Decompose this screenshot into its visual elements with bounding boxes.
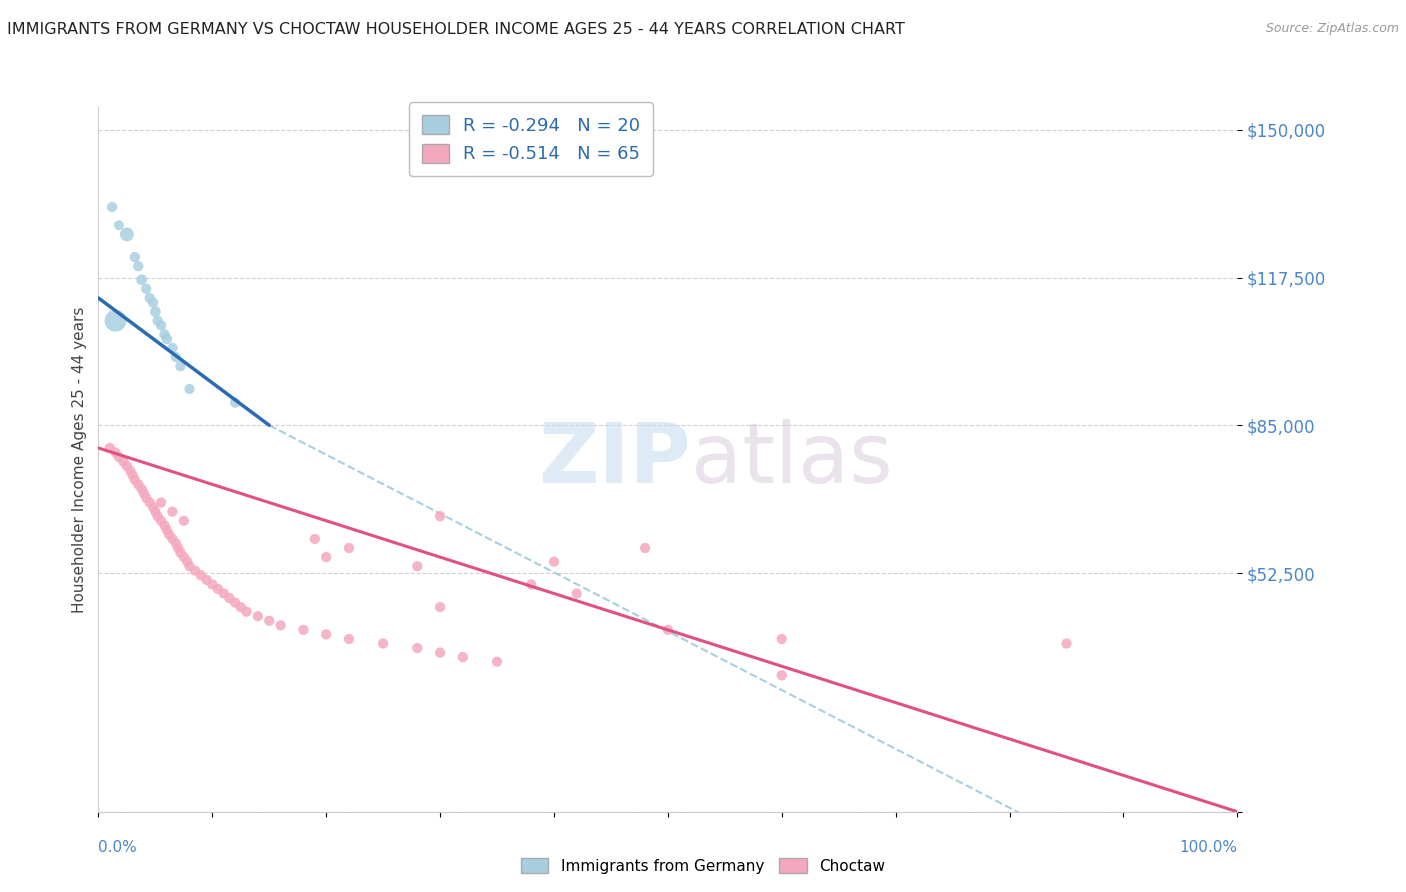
Point xyxy=(173,514,195,528)
Point xyxy=(167,541,190,555)
Text: ZIP: ZIP xyxy=(538,419,690,500)
Point xyxy=(150,318,173,333)
Point xyxy=(406,559,429,574)
Point xyxy=(657,623,679,637)
Point xyxy=(127,477,149,491)
Point xyxy=(486,655,509,669)
Point xyxy=(146,314,169,328)
Point xyxy=(543,555,565,569)
Text: 0.0%: 0.0% xyxy=(98,840,138,855)
Point xyxy=(156,523,179,537)
Legend: R = -0.294   N = 20, R = -0.514   N = 65: R = -0.294 N = 20, R = -0.514 N = 65 xyxy=(409,102,654,176)
Point xyxy=(138,495,160,509)
Point xyxy=(142,295,165,310)
Point xyxy=(112,455,135,469)
Point xyxy=(121,468,143,483)
Point xyxy=(104,445,127,459)
Point xyxy=(127,259,149,273)
Point xyxy=(406,641,429,656)
Point xyxy=(124,250,146,264)
Point xyxy=(132,486,155,500)
Point xyxy=(770,632,793,646)
Point xyxy=(429,646,451,660)
Point xyxy=(145,304,167,318)
Point xyxy=(145,505,167,519)
Point xyxy=(337,541,360,555)
Point xyxy=(162,505,184,519)
Point xyxy=(131,273,153,287)
Point xyxy=(235,605,257,619)
Point xyxy=(176,555,198,569)
Point xyxy=(162,532,184,546)
Point xyxy=(565,586,588,600)
Point xyxy=(115,459,138,474)
Point xyxy=(135,282,157,296)
Text: 100.0%: 100.0% xyxy=(1180,840,1237,855)
Point xyxy=(115,227,138,242)
Point xyxy=(190,568,212,582)
Point xyxy=(142,500,165,515)
Point xyxy=(98,441,121,455)
Point xyxy=(184,564,207,578)
Point xyxy=(153,518,176,533)
Point xyxy=(770,668,793,682)
Point xyxy=(108,219,131,233)
Point xyxy=(179,559,201,574)
Point xyxy=(162,341,184,355)
Point xyxy=(315,627,337,641)
Point xyxy=(150,495,173,509)
Point xyxy=(169,545,191,559)
Point xyxy=(156,332,179,346)
Point xyxy=(165,350,187,364)
Point xyxy=(224,596,246,610)
Point xyxy=(304,532,326,546)
Point xyxy=(292,623,315,637)
Point xyxy=(429,600,451,615)
Point xyxy=(101,200,124,214)
Point xyxy=(179,382,201,396)
Point xyxy=(138,291,160,305)
Text: Source: ZipAtlas.com: Source: ZipAtlas.com xyxy=(1265,22,1399,36)
Point xyxy=(259,614,281,628)
Point xyxy=(246,609,269,624)
Point xyxy=(451,650,474,665)
Text: atlas: atlas xyxy=(690,419,893,500)
Y-axis label: Householder Income Ages 25 - 44 years: Householder Income Ages 25 - 44 years xyxy=(72,306,87,613)
Point xyxy=(224,395,246,409)
Point xyxy=(104,314,127,328)
Point xyxy=(229,600,252,615)
Point xyxy=(634,541,657,555)
Point xyxy=(1054,636,1078,650)
Point xyxy=(157,527,180,541)
Point xyxy=(120,464,142,478)
Point xyxy=(135,491,157,505)
Point xyxy=(429,509,451,524)
Point xyxy=(108,450,131,464)
Point xyxy=(195,573,218,587)
Point xyxy=(165,536,187,550)
Point xyxy=(150,514,173,528)
Point xyxy=(201,577,224,591)
Point xyxy=(173,550,195,565)
Point xyxy=(520,577,543,591)
Point xyxy=(337,632,360,646)
Legend: Immigrants from Germany, Choctaw: Immigrants from Germany, Choctaw xyxy=(515,852,891,880)
Point xyxy=(146,509,169,524)
Point xyxy=(124,473,146,487)
Point xyxy=(207,582,229,596)
Point xyxy=(371,636,394,650)
Point xyxy=(169,359,191,374)
Point xyxy=(218,591,240,605)
Text: IMMIGRANTS FROM GERMANY VS CHOCTAW HOUSEHOLDER INCOME AGES 25 - 44 YEARS CORRELA: IMMIGRANTS FROM GERMANY VS CHOCTAW HOUSE… xyxy=(7,22,905,37)
Point xyxy=(212,586,235,600)
Point xyxy=(315,550,337,565)
Point xyxy=(153,327,176,342)
Point xyxy=(270,618,292,632)
Point xyxy=(131,482,153,496)
